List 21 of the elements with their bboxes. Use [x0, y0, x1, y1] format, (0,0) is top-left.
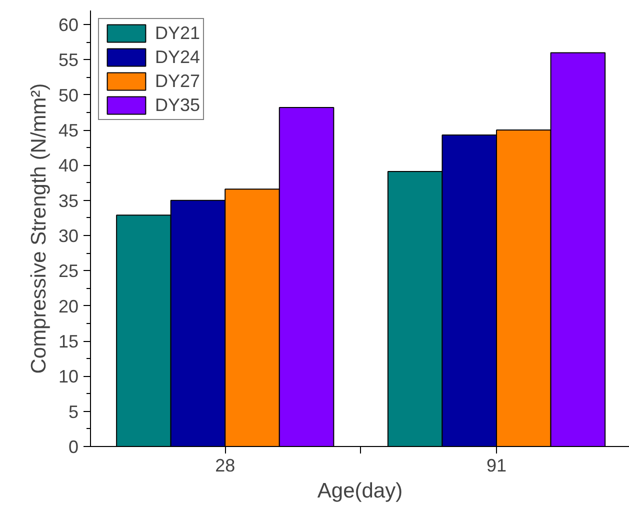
y-tick-label: 5: [68, 402, 79, 422]
legend-label: DY27: [155, 70, 200, 92]
y-axis-title: Compressive Strength (N/mm²): [27, 83, 50, 374]
y-tick-label: 60: [58, 15, 79, 36]
y-tick-label: 15: [58, 332, 79, 352]
y-tick-label: 55: [58, 50, 79, 70]
y-tick-label: 40: [58, 156, 79, 176]
legend-label: DY21: [155, 22, 200, 44]
y-tick-label: 0: [68, 437, 79, 457]
y-tick-label: 35: [58, 190, 79, 211]
x-axis-title: Age(day): [317, 480, 403, 502]
y-tick-label: 30: [58, 226, 79, 246]
x-tick-label: 28: [215, 456, 236, 476]
y-tick-label: 50: [58, 85, 79, 106]
legend-label: DY24: [155, 46, 200, 68]
x-tick-label: 91: [486, 456, 507, 476]
y-tick-label: 25: [58, 261, 79, 282]
y-tick-label: 10: [58, 366, 79, 387]
legend-label: DY35: [155, 94, 200, 116]
y-tick-label: 20: [58, 296, 79, 316]
y-tick-label: 45: [58, 120, 79, 141]
